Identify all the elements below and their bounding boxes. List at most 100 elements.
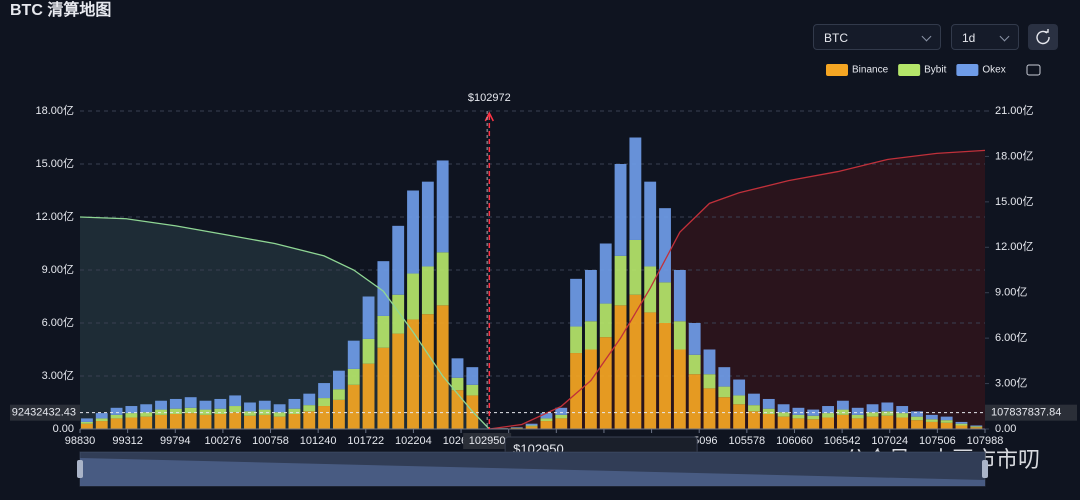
bar-segment: [407, 273, 419, 320]
bar-segment: [125, 413, 138, 418]
bar-segment: [659, 323, 671, 429]
x-tick-label: 102204: [395, 435, 432, 447]
x-tick-label: 101722: [347, 435, 384, 447]
bar-segment: [155, 409, 167, 415]
bar-segment: [392, 225, 405, 295]
x-tick-label: 107024: [871, 435, 908, 447]
bar-segment: [421, 266, 434, 315]
bar-segment: [777, 416, 790, 429]
x-tick-label: 107506: [919, 435, 956, 447]
y-tick-label: 0.00: [53, 423, 74, 435]
bar-segment: [555, 407, 568, 415]
x-tick-label: 100758: [252, 435, 289, 447]
y2-tick-label: 0.00: [995, 423, 1016, 435]
cumulative-area: [489, 150, 985, 429]
bar-segment: [614, 255, 627, 306]
crosshair-y2-box: [985, 404, 1077, 421]
bar-segment: [673, 270, 686, 322]
bar-segment: [836, 414, 849, 429]
y-tick-label: 18.00亿: [35, 104, 74, 117]
bar-segment: [955, 425, 968, 429]
bar-segment: [703, 388, 716, 429]
legend-swatch: [898, 64, 921, 76]
crosshair-y-box: [10, 404, 80, 421]
bar-segment: [332, 389, 345, 400]
y2-tick-label: 21.00亿: [995, 104, 1034, 117]
bar-segment: [110, 414, 123, 419]
bar-segment: [748, 393, 760, 406]
bar-segment: [584, 349, 597, 429]
bar-segment: [866, 404, 879, 413]
bar-segment: [288, 398, 301, 409]
y2-tick-label: 3.00亿: [995, 376, 1027, 389]
refresh-button[interactable]: [1028, 24, 1058, 50]
y2-tick-label: 18.00亿: [995, 149, 1034, 162]
current-price-label: $102972: [468, 92, 511, 104]
y-tick-label: 3.00亿: [42, 369, 74, 382]
bar-segment: [807, 419, 820, 429]
bar-segment: [718, 386, 731, 398]
bar-segment: [851, 418, 864, 429]
symbol-select[interactable]: BTC: [813, 24, 941, 50]
bar-segment: [911, 416, 923, 421]
bar-segment: [540, 413, 553, 419]
bar-segment: [80, 421, 93, 424]
bar-segment: [303, 405, 316, 412]
bar-segment: [347, 384, 360, 429]
bar-segment: [155, 400, 167, 410]
x-tick-label: 98830: [65, 435, 96, 447]
bar-segment: [332, 399, 345, 429]
bar-segment: [169, 413, 182, 429]
bar-segment: [362, 296, 375, 339]
legend-label: Bybit: [924, 65, 946, 76]
bar-segment: [288, 408, 301, 414]
bar-segment: [970, 427, 983, 429]
bar-segment: [584, 270, 597, 322]
bar-segment: [155, 414, 167, 429]
bar-segment: [229, 406, 242, 413]
bar-segment: [940, 422, 953, 429]
crosshair-x-label: 102950: [469, 435, 506, 447]
bar-segment: [80, 423, 93, 429]
cumulative-line: [489, 149, 986, 430]
bar-segment: [807, 415, 820, 420]
bar-segment: [762, 408, 775, 414]
bar-segment: [970, 425, 983, 427]
bar-segment: [362, 338, 375, 364]
bar-segment: [199, 400, 212, 410]
bar-segment: [896, 413, 909, 418]
bar-segment: [436, 160, 449, 253]
bar-segment: [377, 261, 390, 316]
bar-segment: [851, 407, 864, 415]
bar-segment: [540, 421, 553, 429]
bar-segment: [169, 398, 182, 409]
bar-segment: [570, 278, 583, 327]
bar-segment: [792, 418, 805, 429]
bar-segment: [733, 379, 746, 396]
bar-segment: [229, 412, 242, 429]
bar-segment: [822, 413, 835, 418]
bar-segment: [303, 393, 316, 406]
bar-segment: [659, 208, 671, 283]
bar-segment: [214, 408, 227, 414]
interval-select[interactable]: 1d: [951, 24, 1019, 50]
bar-segment: [629, 239, 642, 295]
bar-segment: [95, 418, 108, 422]
bar-segment: [614, 164, 627, 256]
bar-segment: [110, 418, 123, 429]
bar-segment: [629, 294, 642, 429]
bar-segment: [258, 409, 271, 415]
bar-segment: [570, 353, 583, 429]
bar-segment: [184, 413, 197, 429]
bar-segment: [510, 427, 523, 428]
x-tick-label: 106542: [824, 435, 861, 447]
bar-segment: [748, 405, 760, 412]
bar-segment: [866, 416, 879, 429]
bar-segment: [866, 412, 879, 417]
bar-segment: [377, 315, 390, 348]
bar-segment: [955, 423, 968, 426]
refresh-icon: [1036, 29, 1050, 45]
bar-segment: [777, 404, 790, 413]
bar-segment: [792, 407, 805, 415]
